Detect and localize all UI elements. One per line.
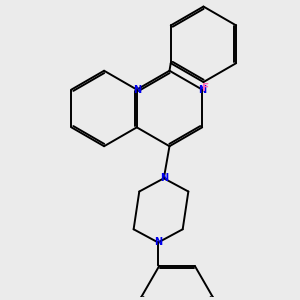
Text: N: N	[154, 238, 162, 248]
Text: N: N	[133, 85, 141, 94]
Text: F: F	[202, 83, 209, 93]
Text: N: N	[160, 173, 168, 183]
Text: N: N	[198, 85, 206, 94]
